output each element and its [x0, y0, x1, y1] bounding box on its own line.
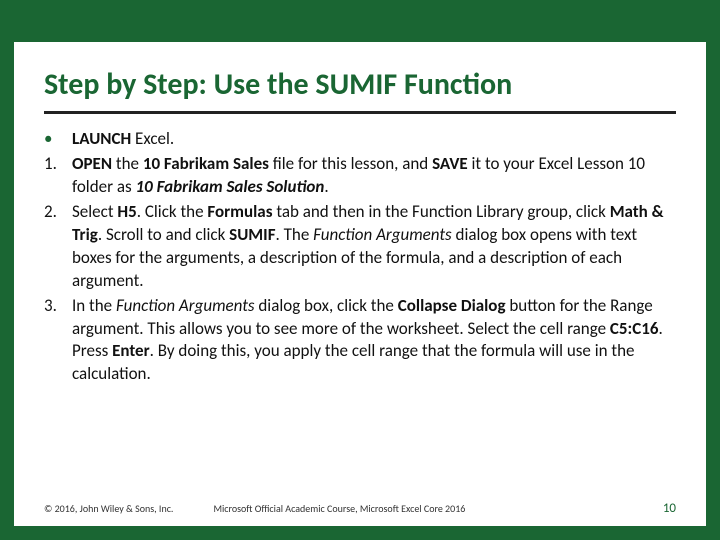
- list-text: In the Function Arguments dialog box, cl…: [72, 295, 676, 387]
- list-text: Select H5. Click the Formulas tab and th…: [72, 201, 676, 293]
- list-item: •LAUNCH Excel.: [44, 128, 676, 151]
- body-text: •LAUNCH Excel.1.OPEN the 10 Fabrikam Sal…: [44, 128, 676, 491]
- list-item: 1.OPEN the 10 Fabrikam Sales file for th…: [44, 153, 676, 199]
- list-marker: •: [44, 128, 72, 151]
- footer-copyright: © 2016, John Wiley & Sons, Inc.: [44, 502, 173, 515]
- list-item: 2.Select H5. Click the Formulas tab and …: [44, 201, 676, 293]
- list-text: OPEN the 10 Fabrikam Sales file for this…: [72, 153, 676, 199]
- list-marker: 3.: [44, 295, 72, 387]
- list-marker: 2.: [44, 201, 72, 293]
- slide-title: Step by Step: Use the SUMIF Function: [44, 66, 676, 114]
- list-text: LAUNCH Excel.: [72, 128, 676, 151]
- list-item: 3.In the Function Arguments dialog box, …: [44, 295, 676, 387]
- footer-course: Microsoft Official Academic Course, Micr…: [173, 502, 662, 515]
- list-marker: 1.: [44, 153, 72, 199]
- content-area: Step by Step: Use the SUMIF Function •LA…: [14, 42, 706, 526]
- slide: Step by Step: Use the SUMIF Function •LA…: [0, 0, 720, 540]
- footer-page-number: 10: [663, 501, 676, 516]
- footer: © 2016, John Wiley & Sons, Inc. Microsof…: [44, 491, 676, 516]
